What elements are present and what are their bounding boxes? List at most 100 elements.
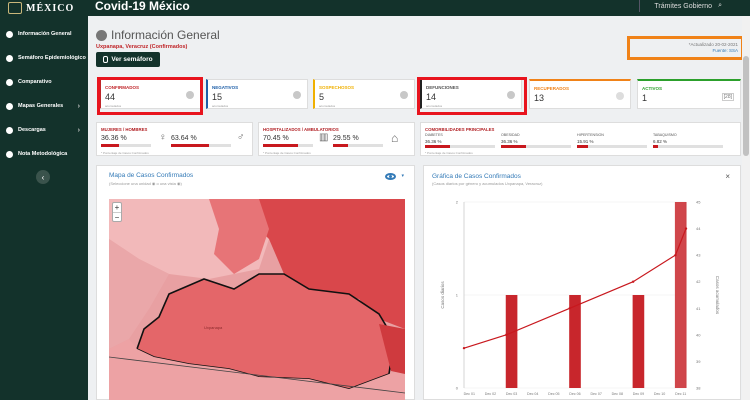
line-point xyxy=(568,307,571,310)
close-icon[interactable]: × xyxy=(725,172,730,181)
state-border xyxy=(109,356,405,394)
comorbilidad-label: HIPERTENSION xyxy=(577,133,604,137)
y2-tick-label: 39 xyxy=(696,359,701,364)
map-canvas[interactable]: Uxpanapa + − xyxy=(109,199,405,400)
tramites-gobierno-link[interactable]: Trámites Gobierno xyxy=(654,2,713,10)
eye-icon[interactable] xyxy=(385,173,396,180)
female-icon: ♀ xyxy=(159,132,167,143)
card-title: ACTIVOS xyxy=(642,86,663,91)
highlight-defunciones xyxy=(417,77,527,115)
search-icon[interactable]: ⌕ xyxy=(718,2,722,9)
comorbilidad-value: 6.82 % xyxy=(653,139,668,144)
panel-genero: MUJERES / HOMBRES 36.36 % ♀ 63.64 % ♂ * … xyxy=(96,122,253,156)
chart-title: Gráfica de Casos Confirmados xyxy=(432,173,521,180)
page-subtitle: Uxpanapa, Veracruz (Confirmados) xyxy=(96,44,188,50)
chart-panel: Gráfica de Casos Confirmados (Casos diar… xyxy=(423,165,741,400)
comorbilidad-diabetes: DIABETES 36.36 % xyxy=(425,133,495,148)
panel-title: HOSPITALIZADOS / AMBULATORIOS xyxy=(263,127,339,132)
choropleth-map[interactable]: Uxpanapa xyxy=(109,199,405,400)
municipality-region[interactable] xyxy=(109,339,405,400)
chevron-right-icon: › xyxy=(77,126,80,134)
x-tick-label: Dec 02 xyxy=(485,392,496,396)
bar xyxy=(505,295,518,388)
top-nav: Trámites Gobierno ⌕ xyxy=(639,0,722,12)
panel-note: * Porcentaje de Casos Confirmados xyxy=(263,151,311,155)
y-tick-label: 0 xyxy=(456,386,459,391)
page-title: Información General xyxy=(96,28,220,42)
comorbilidad-bar xyxy=(425,145,495,148)
info-icon xyxy=(6,150,13,158)
person-icon xyxy=(507,91,515,99)
y-tick-label: 2 xyxy=(456,200,459,205)
municipality-region[interactable] xyxy=(209,199,269,274)
comorbilidad-bar-fill xyxy=(577,145,589,148)
app-title: Covid-19 México xyxy=(95,0,190,13)
card-sospechosos[interactable]: SOSPECHOSOS 5 acumulados xyxy=(313,79,415,109)
download-icon xyxy=(6,126,13,134)
sidebar-item-label: Semáforo Epidemiológico xyxy=(18,55,86,61)
x-tick-label: Dec 08 xyxy=(612,392,623,396)
chevron-down-icon[interactable]: ▾ xyxy=(401,173,404,179)
line-point xyxy=(684,227,688,230)
municipality-region[interactable] xyxy=(229,199,405,329)
card-negativos[interactable]: NEGATIVOS 15 acumulados xyxy=(206,79,308,109)
map-zoom-control: + − xyxy=(112,202,122,222)
x-tick-label: Dec 09 xyxy=(633,392,644,396)
eagle-seal-icon xyxy=(8,2,22,14)
comorbilidad-bar-fill xyxy=(653,145,658,148)
card-defunciones[interactable]: DEFUNCIONES 14 acumulados xyxy=(420,79,522,109)
sidebar-item-mapas-generales[interactable]: Mapas Generales › xyxy=(0,94,88,118)
page-header: Información General Uxpanapa, Veracruz (… xyxy=(96,28,220,50)
sidebar-item-comparativo[interactable]: Comparativo xyxy=(0,70,88,94)
y2-tick-label: 38 xyxy=(696,386,701,391)
mujeres-bar-fill xyxy=(101,144,120,147)
sidebar-item-label: Descargas xyxy=(18,127,46,133)
comorbilidad-obesidad: OBESIDAD 36.36 % xyxy=(501,133,571,148)
card-note: acumulados xyxy=(212,104,229,108)
card-confirmados[interactable]: CONFIRMADOS 44 acumulados xyxy=(99,79,201,109)
card-value: 1 xyxy=(642,93,648,103)
comorbilidad-label: TABAQUISMO xyxy=(653,133,677,137)
card-value: 44 xyxy=(105,92,116,102)
comorbilidad-hipertension: HIPERTENSION 15.91 % xyxy=(577,133,647,148)
card-activos[interactable]: ACTIVOS 1 [28] xyxy=(637,79,741,109)
municipality-region[interactable] xyxy=(379,324,405,374)
panel-title: MUJERES / HOMBRES xyxy=(101,127,148,132)
card-recuperados[interactable]: RECUPERADOS 13 xyxy=(529,79,631,109)
bar xyxy=(674,202,687,388)
panel-note: * Porcentaje de Casos Confirmados xyxy=(101,151,149,155)
zoom-in-button[interactable]: + xyxy=(114,203,120,212)
ver-semaforo-button[interactable]: Ver semáforo xyxy=(96,52,160,67)
comorbilidad-bar-fill xyxy=(501,145,527,148)
hospitalizados-bar xyxy=(263,144,313,147)
sidebar-item-nota-metodologica[interactable]: Nota Metodológica xyxy=(0,142,88,166)
sidebar-item-semaforo[interactable]: Semáforo Epidemiológico xyxy=(0,46,88,70)
bar xyxy=(569,295,581,388)
update-info: *Actualizado 20-02-2021 Fuente: SSA xyxy=(627,36,744,60)
chevron-right-icon: › xyxy=(77,102,80,110)
y2-tick-label: 45 xyxy=(696,200,701,205)
page-scrollbar[interactable] xyxy=(742,16,750,400)
municipality-region[interactable] xyxy=(109,239,169,349)
sidebar-item-descargas[interactable]: Descargas › xyxy=(0,118,88,142)
y2-axis-title: Casos acumulados xyxy=(715,276,720,315)
map-panel: Mapa de Casos Confirmados (Seleccione un… xyxy=(96,165,415,400)
logo[interactable]: MÉXICO xyxy=(8,0,74,16)
card-title: CONFIRMADOS xyxy=(105,85,139,90)
zoom-out-button[interactable]: − xyxy=(113,212,121,222)
x-tick-label: Dec 01 xyxy=(464,392,475,396)
panel-hospital: HOSPITALIZADOS / AMBULATORIOS 70.45 % ▥ … xyxy=(258,122,415,156)
comorbilidad-bar xyxy=(577,145,647,148)
sidebar-item-informacion-general[interactable]: Información General xyxy=(0,22,88,46)
x-tick-label: Dec 07 xyxy=(590,392,601,396)
male-icon: ♂ xyxy=(237,132,245,143)
scrollbar-thumb[interactable] xyxy=(743,56,749,156)
highlight-confirmados xyxy=(97,77,203,115)
source-link[interactable]: Fuente: SSA xyxy=(712,48,738,53)
line-point xyxy=(462,346,466,350)
sidebar-collapse-button[interactable]: ‹ xyxy=(36,170,50,184)
logo-text: MÉXICO xyxy=(26,2,75,14)
globe-icon xyxy=(96,29,107,41)
mujeres-bar xyxy=(101,144,151,147)
minus-icon xyxy=(293,91,301,99)
